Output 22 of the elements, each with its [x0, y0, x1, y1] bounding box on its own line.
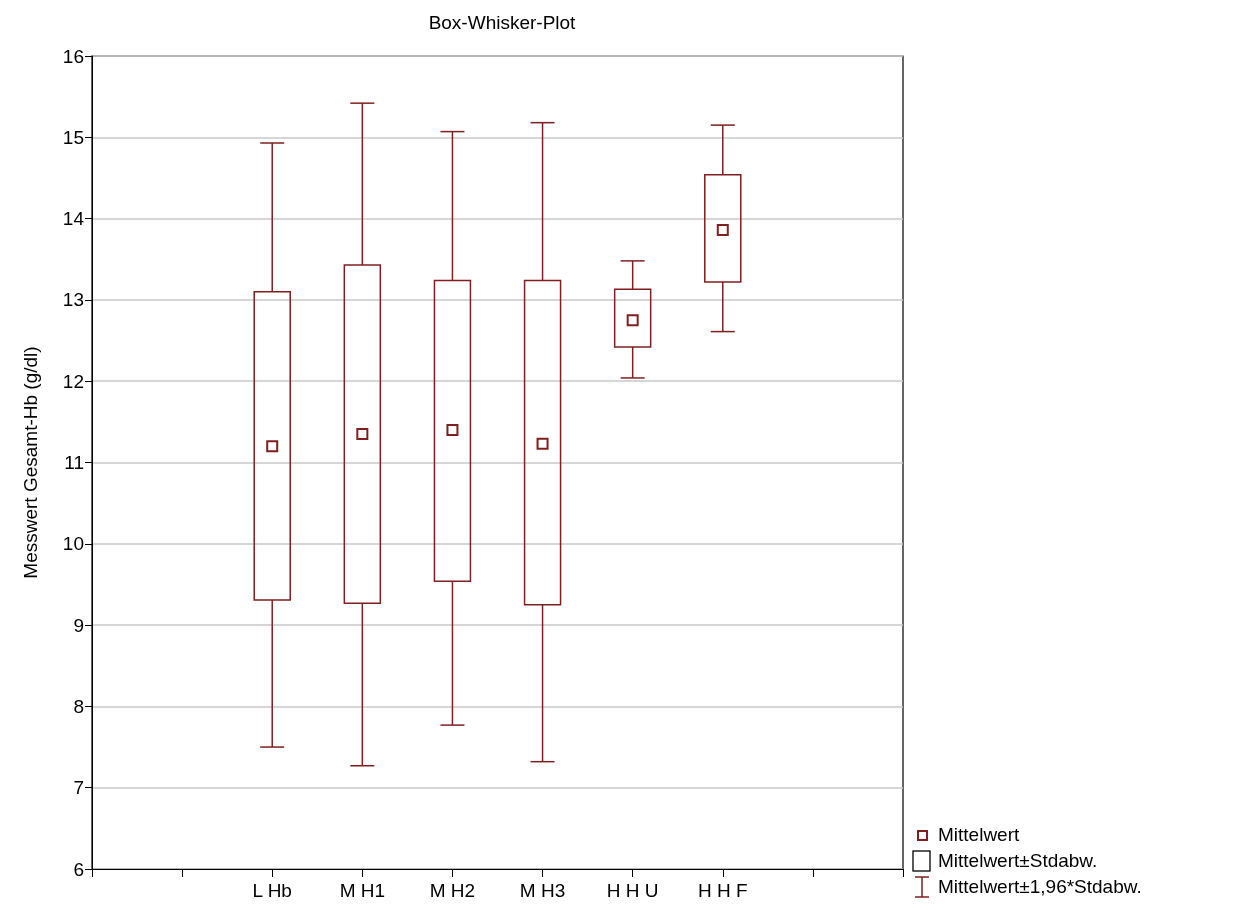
x-tick-label: M H2 — [429, 880, 476, 901]
text: Mittelwert±1,96*Stdabw. — [938, 875, 1142, 899]
y-tick-label: 11 — [64, 452, 84, 473]
text: Mittelwert — [938, 823, 1020, 847]
y-tick-label: 9 — [73, 614, 84, 636]
y-tick-label: 16 — [62, 45, 84, 67]
y-tick-label: 12 — [62, 370, 84, 392]
y-tick-label: 13 — [62, 289, 84, 311]
x-tick-label: M H1 — [339, 880, 386, 901]
x-tick-label: H H F — [697, 880, 748, 901]
y-tick-label: 10 — [62, 533, 84, 555]
text: Mittelwert±Stdabw. — [938, 849, 1098, 873]
y-tick-label: 15 — [62, 126, 84, 148]
y-tick-label: 8 — [73, 695, 84, 717]
x-tick-label: H H U — [606, 880, 659, 901]
y-tick-label: 14 — [62, 208, 85, 230]
y-tick-label: 6 — [73, 858, 84, 880]
y-axis-title: Messwert Gesamt-Hb (g/dl) — [20, 346, 41, 579]
chart-title: Box-Whisker-Plot — [428, 12, 577, 33]
y-tick-label: 7 — [73, 777, 84, 799]
x-tick-label: M H3 — [519, 880, 566, 901]
x-tick-label: L Hb — [252, 880, 292, 901]
